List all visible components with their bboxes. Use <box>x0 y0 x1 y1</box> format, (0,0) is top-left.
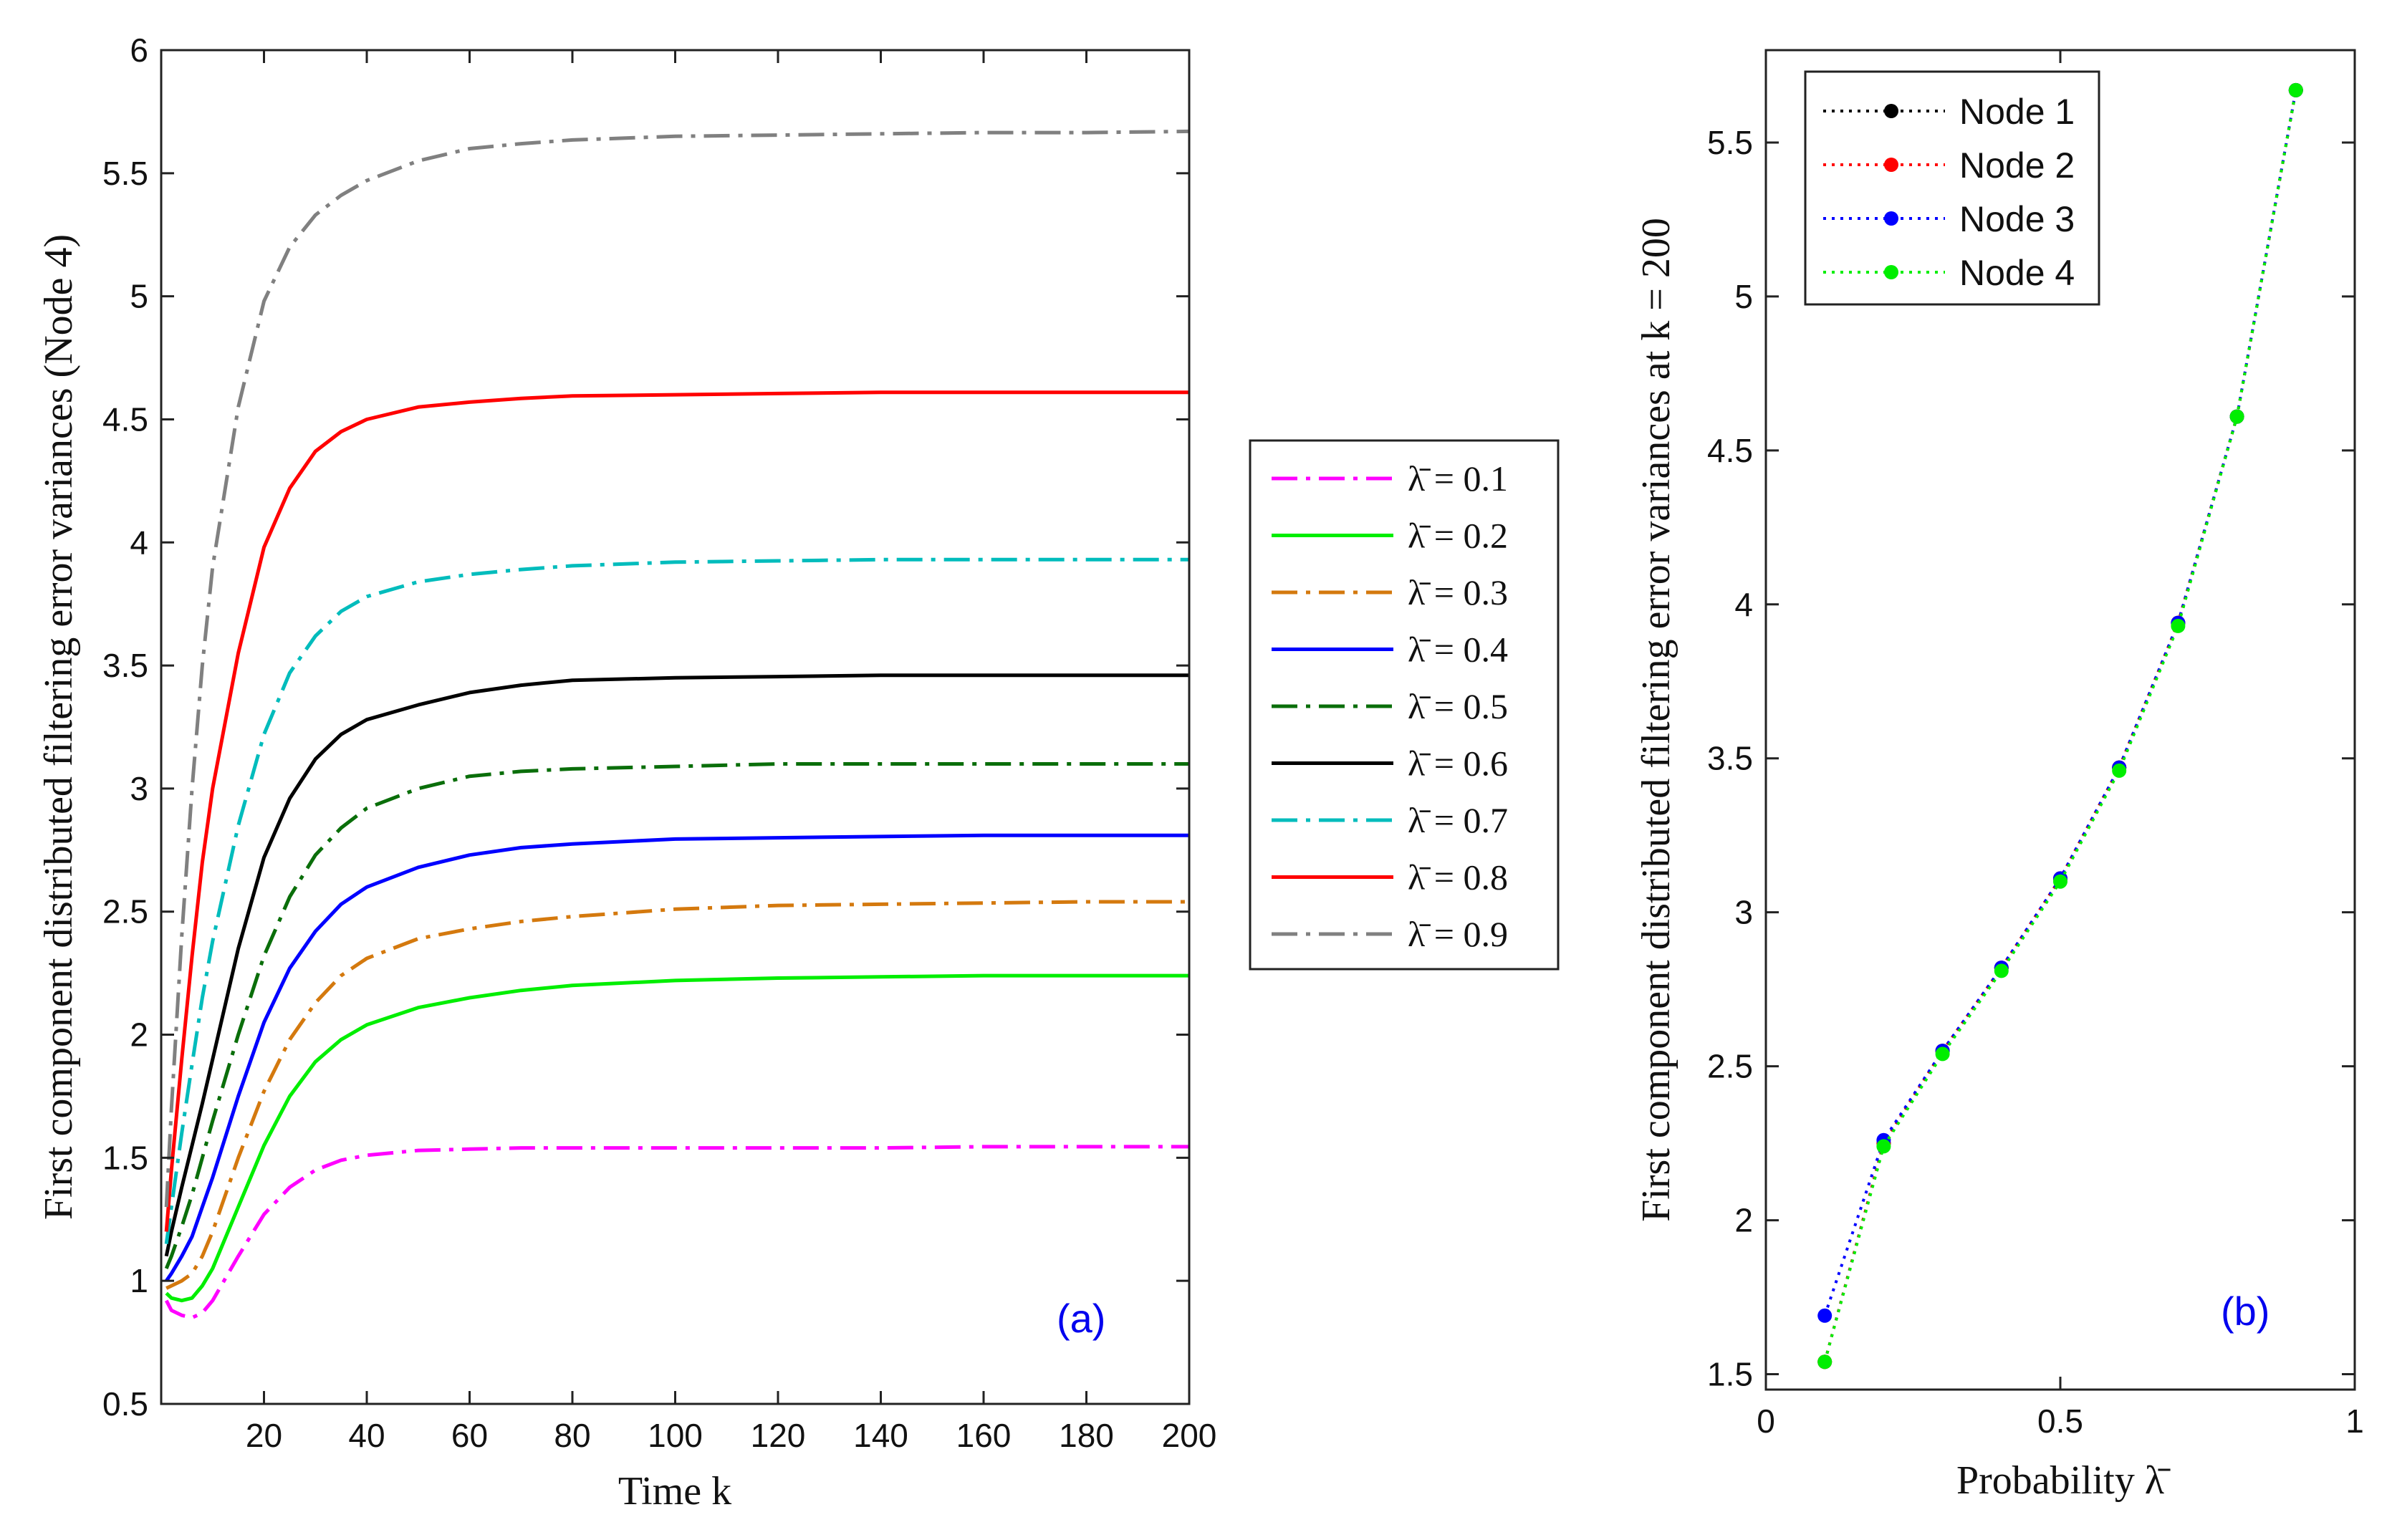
panel-a-series-0-1 <box>164 1145 1189 1320</box>
panel-a-series-0-6 <box>164 673 1189 1257</box>
panel-b-x-axis-label: Probability λ̄ <box>1956 1458 2171 1503</box>
panel-a-y-tick-label: 3 <box>130 770 148 807</box>
panel-a-legend-label: λ̄ = 0.9 <box>1408 914 1508 954</box>
panel-a-ticks: 20 40 60 80 100 120 140 160 180 200 0.5 1 1.5 2 2.5 3 3.… <box>102 32 1216 1454</box>
panel-a-x-tick-label: 120 <box>751 1417 806 1454</box>
panel-a-y-tick-label: 2 <box>130 1016 148 1054</box>
panel-b-point-node-4 <box>2229 409 2244 424</box>
panel-a-series-0-4 <box>165 833 1189 1282</box>
panel-a-y-tick-label: 0.5 <box>102 1385 148 1423</box>
panel-b-point-node-4 <box>2112 763 2127 778</box>
panel-b-ticks: 0 0.5 1 1.5 2 2.5 3 3.5 4 4.5 5 5.5 <box>1707 50 2364 1440</box>
panel-a-x-tick-label: 60 <box>451 1417 488 1454</box>
panel-a-legend-label: λ̄ = 0.2 <box>1408 516 1508 556</box>
panel-b-y-tick-label: 5 <box>1734 278 1753 315</box>
panel-b-label: (b) <box>2221 1289 2269 1334</box>
panel-a-y-tick-label: 1 <box>130 1262 148 1299</box>
panel-b-y-tick-label: 2 <box>1734 1202 1753 1239</box>
panel-a-x-tick-label: 100 <box>648 1417 703 1454</box>
panel-b-legend-label: Node 3 <box>1959 199 2075 239</box>
panel-b-point-node-4 <box>2288 82 2303 97</box>
panel-a-plot-area <box>164 129 1190 1320</box>
panel-b-point-node-4 <box>1935 1046 1950 1062</box>
panel-b-point-node-4 <box>1994 963 2009 978</box>
panel-b-y-tick-label: 3.5 <box>1707 740 1753 777</box>
panel-b-point-node-3 <box>1817 1308 1833 1323</box>
panel-a: 20 40 60 80 100 120 140 160 180 200 0.5 1 1.5 2 2.5 3 3.… <box>37 32 1216 1513</box>
panel-a-legend: λ̄ = 0.1 λ̄ = 0.2 λ̄ = 0.3 λ̄ = 0.4 λ̄ = 0.5… <box>1249 439 1560 971</box>
panel-a-y-tick-label: 5.5 <box>102 155 148 192</box>
panel-a-legend-label: λ̄ = 0.3 <box>1408 572 1508 612</box>
panel-b-y-tick-label: 4.5 <box>1707 432 1753 469</box>
panel-a-legend-label: λ̄ = 0.7 <box>1408 800 1508 840</box>
panel-b-point-node-4 <box>1876 1139 1891 1154</box>
panel-a-y-tick-label: 1.5 <box>102 1139 148 1176</box>
panel-a-x-tick-label: 200 <box>1162 1417 1217 1454</box>
panel-a-series-0-7 <box>164 557 1189 1244</box>
panel-a-x-tick-label: 180 <box>1059 1417 1114 1454</box>
panel-a-y-tick-label: 5 <box>130 278 148 315</box>
panel-a-y-tick-label: 4.5 <box>102 400 148 438</box>
panel-b-legend-box <box>1804 70 2100 306</box>
panel-a-legend-label: λ̄ = 0.8 <box>1408 857 1508 897</box>
panel-b-point-node-4 <box>1817 1354 1833 1370</box>
panel-a-x-axis-label: Time k <box>618 1469 731 1513</box>
panel-a-legend-label: λ̄ = 0.4 <box>1408 630 1508 670</box>
panel-b: 0 0.5 1 1.5 2 2.5 3 3.5 4 4.5 5 5.5 (b) Probability… <box>1634 49 2364 1503</box>
panel-b-legend-marker <box>1884 265 1898 279</box>
panel-a-x-tick-label: 140 <box>853 1417 908 1454</box>
panel-b-legend-marker <box>1884 211 1898 226</box>
panel-b-x-tick-label: 1 <box>2345 1402 2364 1440</box>
panel-b-y-tick-label: 1.5 <box>1707 1356 1753 1393</box>
panel-a-series-0-3 <box>165 900 1189 1290</box>
panel-b-x-tick-label: 0.5 <box>2037 1402 2083 1440</box>
panel-b-legend-marker <box>1884 104 1898 118</box>
panel-b-legend-label: Node 1 <box>1959 92 2075 132</box>
panel-b-legend-label: Node 4 <box>1959 253 2075 293</box>
panel-a-label: (a) <box>1057 1296 1105 1341</box>
panel-a-x-tick-label: 80 <box>554 1417 590 1454</box>
panel-b-point-node-4 <box>2171 618 2186 633</box>
panel-b-y-tick-label: 5.5 <box>1707 124 1753 161</box>
panel-a-x-tick-label: 40 <box>348 1417 385 1454</box>
panel-a-y-tick-label: 4 <box>130 524 148 561</box>
panel-b-x-tick-label: 0 <box>1757 1402 1775 1440</box>
panel-b-y-tick-label: 3 <box>1734 894 1753 931</box>
panel-b-point-node-4 <box>2053 874 2067 889</box>
panel-a-legend-label: λ̄ = 0.6 <box>1408 743 1508 784</box>
panel-a-series-0-9 <box>164 129 1190 1208</box>
panel-b-legend: Node 1 Node 2 Node 3 Node 4 <box>1804 70 2100 306</box>
panel-a-x-tick-label: 160 <box>956 1417 1012 1454</box>
panel-b-plot-area <box>1817 82 2303 1370</box>
panel-a-y-tick-label: 6 <box>130 32 148 69</box>
panel-a-legend-label: λ̄ = 0.1 <box>1408 458 1508 499</box>
panel-b-y-tick-label: 4 <box>1734 586 1753 623</box>
panel-a-series-0-8 <box>164 390 1189 1232</box>
panel-a-series-0-5 <box>164 762 1189 1269</box>
panel-b-legend-label: Node 2 <box>1959 145 2075 186</box>
panel-a-y-tick-label: 2.5 <box>102 893 148 930</box>
panel-a-y-axis-label: First component distributed filtering er… <box>37 234 81 1220</box>
panel-a-legend-label: λ̄ = 0.5 <box>1408 686 1508 726</box>
panel-a-x-tick-label: 20 <box>246 1417 282 1454</box>
panel-a-legend-box <box>1249 439 1560 971</box>
panel-b-legend-marker <box>1884 158 1898 172</box>
panel-b-y-axis-label: First component distributed filtering er… <box>1634 218 1678 1222</box>
panel-a-y-tick-label: 3.5 <box>102 647 148 684</box>
panel-b-y-tick-label: 2.5 <box>1707 1048 1753 1085</box>
panel-a-series-0-2 <box>165 973 1189 1303</box>
